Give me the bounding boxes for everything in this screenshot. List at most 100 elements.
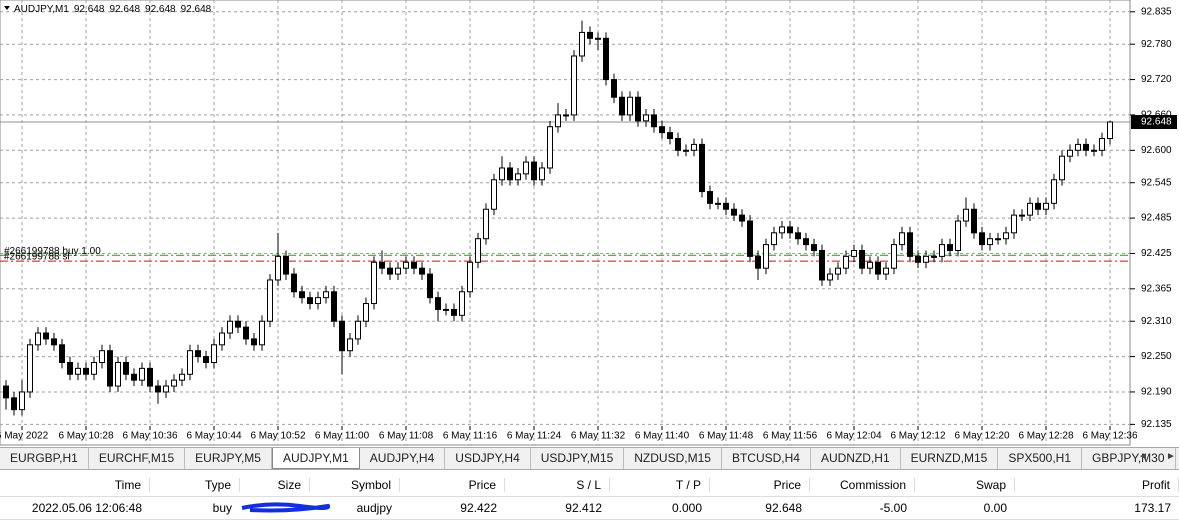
candle-body [235, 320, 241, 328]
candle-body [467, 261, 473, 293]
candle-body [891, 244, 897, 269]
symbol-tab[interactable]: EURNZD,M15 [901, 448, 999, 469]
y-tick-label: 92.485 [1141, 213, 1172, 224]
redaction [241, 501, 331, 512]
y-tick-label: 92.310 [1141, 316, 1172, 327]
candle-body [67, 361, 73, 375]
candle-body [275, 255, 281, 281]
y-tick-label: 92.135 [1141, 419, 1172, 430]
order-label: #266199788 sl [4, 252, 70, 263]
candle-body [227, 320, 233, 334]
candle-body [139, 367, 145, 381]
x-tick-label: 6 May 11:00 [315, 431, 370, 442]
candle-body [1027, 202, 1033, 216]
candle-body [1043, 202, 1049, 210]
candle-body [435, 297, 441, 310]
candle-body [371, 261, 377, 305]
y-tick-label: 92.545 [1141, 177, 1172, 188]
candle-body [1011, 214, 1017, 234]
candle-body [411, 261, 417, 269]
candle-body [1059, 155, 1065, 181]
symbol-tab[interactable]: AUDJPY,H4 [360, 448, 446, 469]
candle-body [395, 267, 401, 275]
candle-body [1075, 143, 1081, 151]
candle-body [531, 161, 537, 181]
symbol-tab[interactable]: USDJPY,H4 [445, 448, 531, 469]
candle-body [739, 214, 745, 222]
symbol-tab[interactable]: EURCHF,M15 [89, 448, 186, 469]
candle-body [59, 344, 65, 363]
y-tick-label: 92.250 [1141, 351, 1172, 362]
x-tick-label: 6 May 2022 [0, 431, 49, 442]
candle-body [587, 31, 593, 39]
candle-body [99, 350, 105, 363]
candle-body [203, 356, 209, 363]
candle-body [867, 261, 873, 269]
table-cell: 173.17 [1134, 501, 1171, 515]
candle-body [555, 114, 561, 128]
table-cell: audjpy [356, 501, 392, 515]
column-header[interactable]: Time [0, 478, 150, 492]
column-header[interactable]: Type [150, 478, 240, 492]
x-tick-label: 6 May 12:12 [890, 431, 945, 442]
symbol-tab[interactable]: AUDNZD,H1 [811, 448, 901, 469]
scroll-right[interactable]: ► [1166, 451, 1176, 462]
table-cell: buy [212, 501, 232, 515]
candle-body [75, 367, 81, 375]
candle-body [291, 273, 297, 293]
column-header[interactable]: Swap [915, 478, 1015, 492]
symbol-tab[interactable]: USDJPY,M15 [531, 448, 625, 469]
symbol-tab[interactable]: EURJPY,M5 [185, 448, 272, 469]
symbol-tab[interactable]: SPX500,H1 [998, 448, 1083, 469]
y-tick-label: 92.365 [1141, 283, 1172, 294]
candle-body [499, 167, 505, 181]
symbol-tab[interactable]: BTCUSD,H4 [722, 448, 811, 469]
x-tick-label: 6 May 11:56 [763, 431, 818, 442]
header-value: 92.648 [145, 4, 176, 15]
candle-body [907, 232, 913, 257]
candle-body [955, 220, 961, 251]
candle-body [1099, 138, 1105, 151]
candle-body [859, 249, 865, 269]
column-header[interactable]: Size [240, 478, 310, 492]
candle-body [779, 226, 785, 234]
column-header[interactable]: Commission [810, 478, 915, 492]
candle-body [667, 132, 673, 140]
symbol-tab[interactable]: AUDJPY,M1 [271, 448, 360, 469]
candle-body [795, 232, 801, 240]
candle-body [35, 332, 41, 346]
candle-body [707, 191, 713, 204]
candle-body [915, 255, 921, 263]
column-header[interactable]: S / L [505, 478, 610, 492]
candle-body [651, 114, 657, 128]
candle-body [787, 226, 793, 234]
candle-body [851, 249, 857, 257]
column-header[interactable]: Price [710, 478, 810, 492]
candle-body [27, 344, 33, 393]
x-tick-label: 6 May 10:28 [58, 431, 113, 442]
candle-body [563, 114, 569, 117]
symbol-tab[interactable]: EURGBP,H1 [0, 448, 89, 469]
candle-body [939, 244, 945, 257]
candle-body [315, 297, 321, 305]
candle-body [171, 379, 177, 387]
column-header[interactable]: Symbol [310, 478, 400, 492]
symbol-tab[interactable]: NZDUSD,M15 [624, 448, 722, 469]
candle-body [475, 238, 481, 263]
candle-body [755, 255, 761, 269]
column-header[interactable]: Price [400, 478, 505, 492]
candle-body [971, 208, 977, 234]
symbol-tab[interactable]: GBPJPY,M30 [1082, 448, 1176, 469]
y-tick-label: 92.425 [1141, 248, 1172, 259]
column-header[interactable]: T / P [610, 478, 710, 492]
x-tick-label: 6 May 10:36 [122, 431, 177, 442]
scroll-left[interactable]: ◄ [1138, 451, 1148, 462]
x-tick-label: 6 May 11:16 [443, 431, 498, 442]
candle-body [771, 232, 777, 246]
candle-body [659, 126, 665, 134]
candle-body [355, 320, 361, 340]
column-header[interactable]: Profit [1015, 478, 1179, 492]
x-tick-label: 6 May 11:40 [635, 431, 690, 442]
